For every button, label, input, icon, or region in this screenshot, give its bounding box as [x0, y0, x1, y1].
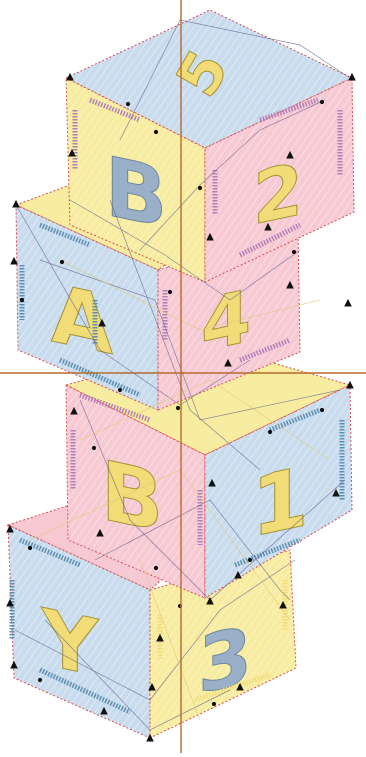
- bottom-block-front-letter: Y: [41, 591, 99, 694]
- top-block: B 2 5: [64, 9, 355, 283]
- top-block-front-letter: B: [105, 138, 168, 247]
- bottom-block: Y 3: [6, 504, 297, 739]
- jump-stitches: [14, 19, 351, 731]
- jump-stitches-light: [29, 259, 331, 721]
- second-block-front-letter: A: [51, 268, 113, 374]
- stitch-nodes: [6, 72, 356, 742]
- second-block-side-letter: 4: [201, 274, 251, 369]
- top-block-side-letter: 2: [253, 147, 303, 242]
- bottom-block-side-letter: 3: [198, 609, 252, 712]
- third-block-front-letter: B: [101, 442, 164, 551]
